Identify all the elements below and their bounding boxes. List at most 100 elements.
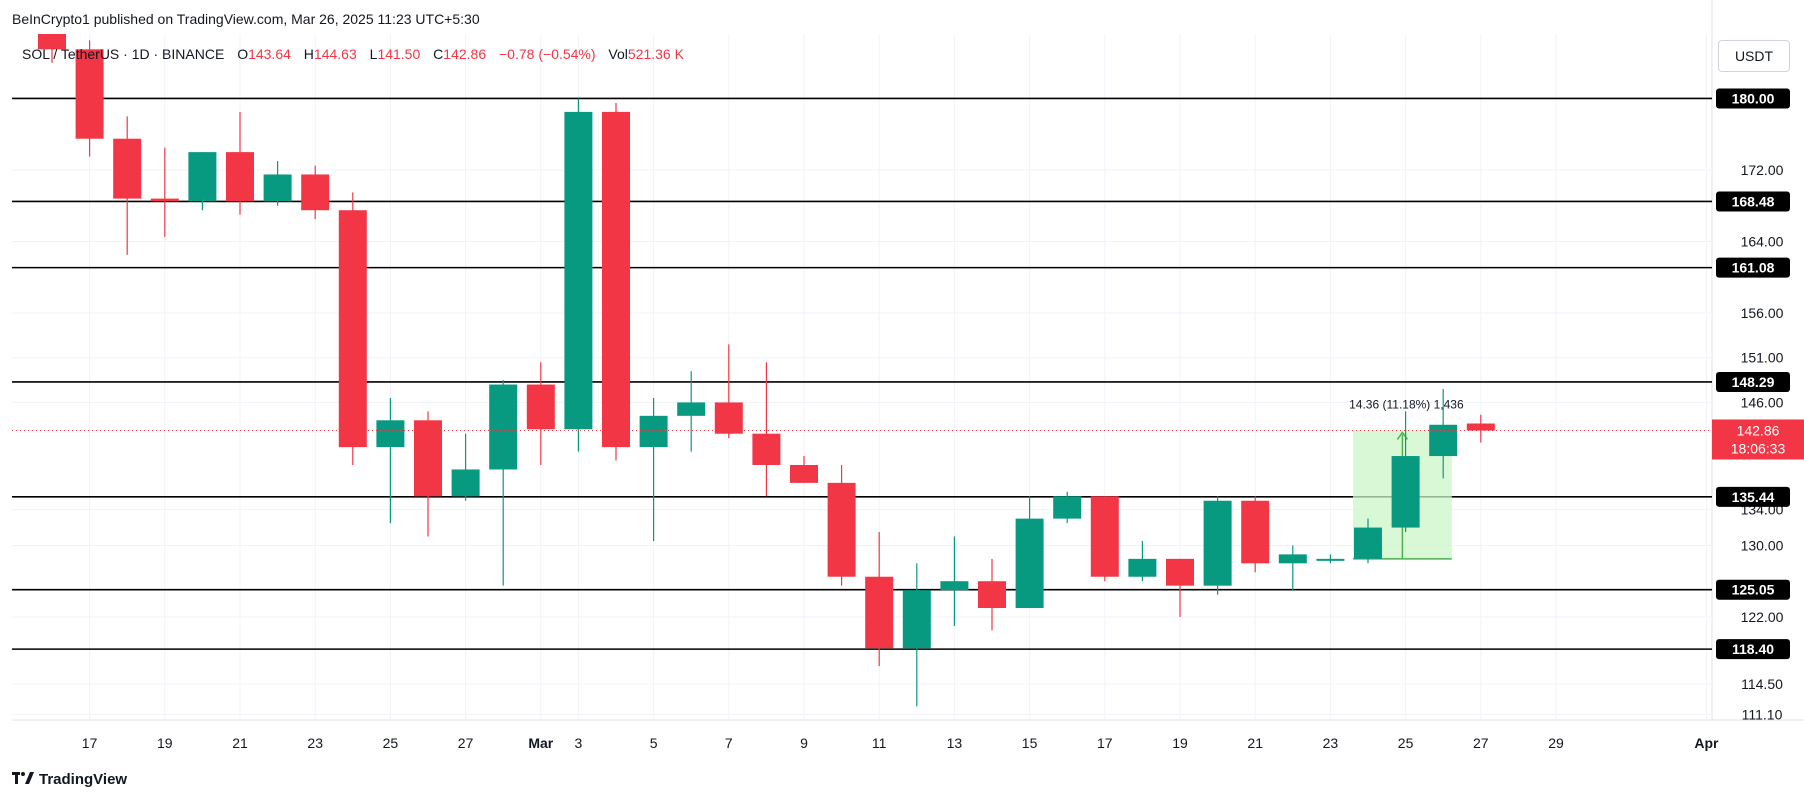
- x-tick-label: 5: [650, 735, 658, 751]
- candle-body: [226, 152, 254, 202]
- tradingview-brand[interactable]: TradingView: [12, 771, 127, 788]
- candle: [376, 397, 405, 524]
- candle: [526, 362, 555, 465]
- candle-body: [714, 402, 743, 434]
- y-tick-label: 172.00: [1741, 162, 1784, 178]
- candle-body: [150, 198, 179, 202]
- candle-body: [1128, 558, 1157, 577]
- x-tick-label: 3: [575, 735, 583, 751]
- candle: [865, 532, 894, 667]
- candle: [639, 397, 668, 541]
- last-price-tag: [1712, 419, 1804, 460]
- ohlc-legend: SOL / TetherUS · 1D · BINANCE O143.64 H1…: [22, 46, 693, 62]
- candle-body: [752, 433, 781, 465]
- level-label-bg: [1716, 191, 1790, 212]
- y-tick-label: 130.00: [1741, 537, 1784, 553]
- level-label: 135.44: [1732, 489, 1775, 505]
- candle: [451, 433, 480, 501]
- time-axis: 17 19 21 23 25 27 Mar 3 5 7 9 11 13 15 17 19 21 23 25 27 29 A…: [82, 735, 1719, 751]
- candle: [38, 34, 66, 63]
- candle: [677, 371, 706, 452]
- candle: [978, 558, 1006, 631]
- candle-body: [1166, 558, 1194, 586]
- x-tick-label: 13: [947, 735, 963, 751]
- candle: [1429, 389, 1458, 479]
- price-axis: 172.00164.00156.00151.00146.00134.00130.…: [1712, 88, 1804, 722]
- level-label: 168.48: [1732, 193, 1775, 209]
- candle-body: [940, 581, 969, 591]
- x-tick-label: 21: [1247, 735, 1263, 751]
- candle-body: [790, 464, 818, 483]
- candle-body: [602, 111, 630, 448]
- candle-body: [1241, 500, 1270, 564]
- x-tick-label: 27: [458, 735, 474, 751]
- y-tick-label: 156.00: [1741, 305, 1784, 321]
- level-label-bg: [1716, 579, 1790, 600]
- candle: [1053, 491, 1082, 524]
- level-label-bg: [1716, 639, 1790, 660]
- x-tick-label: 25: [383, 735, 399, 751]
- candle: [602, 102, 630, 461]
- candle: [902, 563, 931, 707]
- candle-body: [677, 402, 706, 416]
- candle-body: [564, 111, 593, 430]
- candle: [150, 147, 179, 238]
- level-label: 148.29: [1732, 374, 1775, 390]
- open-label: O: [237, 46, 249, 62]
- x-tick-label: 17: [1097, 735, 1113, 751]
- y-tick-label: 164.00: [1741, 234, 1784, 250]
- level-label-bg: [1716, 257, 1790, 278]
- open-value: 143.64: [248, 46, 291, 62]
- symbol-title[interactable]: SOL / TetherUS · 1D · BINANCE: [22, 46, 225, 62]
- tradingview-logo-icon: [12, 771, 34, 788]
- candle: [940, 536, 969, 626]
- candle: [1241, 496, 1270, 573]
- candle: [564, 98, 593, 452]
- candle: [75, 40, 104, 157]
- candle-body: [38, 34, 66, 50]
- x-tick-label: 19: [157, 735, 173, 751]
- candle: [1203, 496, 1232, 595]
- x-tick-label: 21: [232, 735, 248, 751]
- candle-body: [75, 49, 104, 139]
- high-value: 144.63: [313, 46, 357, 62]
- candle-body: [1466, 423, 1495, 431]
- high-label: H: [303, 46, 314, 62]
- currency-button[interactable]: USDT: [1718, 40, 1790, 72]
- candle-body: [1053, 496, 1082, 519]
- x-tick-label: 11: [872, 735, 887, 751]
- candle-body: [338, 210, 367, 448]
- x-tick-label: 7: [725, 735, 733, 751]
- tradingview-wordmark: TradingView: [39, 771, 128, 788]
- x-tick-label: 25: [1398, 735, 1414, 751]
- x-tick-label: Apr: [1694, 735, 1719, 751]
- candle-body: [113, 138, 142, 199]
- candle: [752, 362, 781, 497]
- level-label-bg: [1716, 371, 1790, 392]
- candle-body: [1090, 496, 1119, 577]
- candle-body: [865, 576, 894, 649]
- x-tick-label: 27: [1473, 735, 1489, 751]
- close-value: 142.86: [443, 46, 487, 62]
- candle: [414, 411, 442, 537]
- candle: [790, 456, 818, 483]
- candle-body: [489, 384, 518, 470]
- candle-body: [301, 174, 330, 211]
- candle-body: [188, 152, 217, 202]
- candle: [1278, 545, 1307, 591]
- candle: [263, 161, 292, 206]
- chart-grid: [12, 0, 1804, 721]
- candle: [338, 192, 367, 465]
- x-tick-label: 23: [1323, 735, 1339, 751]
- level-label: 118.40: [1732, 641, 1774, 657]
- y-tick-label: 114.50: [1741, 676, 1783, 692]
- candle-body: [263, 174, 292, 202]
- candle: [489, 380, 518, 586]
- candles: [38, 34, 1495, 707]
- candle: [226, 111, 254, 215]
- change-value: −0.78 (−0.54%): [499, 46, 596, 62]
- last-price-value: 142.86: [1737, 422, 1780, 438]
- publisher-caption: BeInCrypto1 published on TradingView.com…: [12, 11, 480, 27]
- y-tick-label: 122.00: [1741, 609, 1784, 625]
